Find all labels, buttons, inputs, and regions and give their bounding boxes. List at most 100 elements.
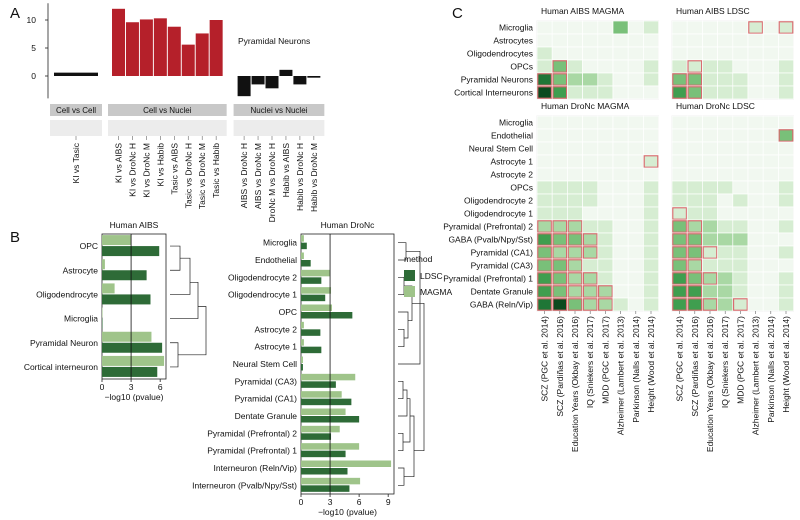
- category-label: OPC: [279, 307, 297, 317]
- heatmap-cell: [627, 284, 644, 299]
- heatmap-cell: [702, 59, 718, 74]
- sig-outline: [567, 259, 583, 272]
- heatmap-cell: [747, 141, 764, 156]
- sig-outline: [672, 298, 687, 311]
- heatmap-cell: [762, 245, 779, 260]
- sig-outline: [598, 298, 613, 311]
- heatmap-cell: [732, 33, 749, 48]
- sig-outline: [687, 86, 703, 99]
- dendrogram-branch: [398, 328, 405, 348]
- row-label: Pyramidal (CA3): [471, 261, 534, 271]
- heatmap-cell: [702, 206, 718, 221]
- sig-outline: [567, 272, 583, 285]
- heatmap-cell: [536, 154, 553, 169]
- heatmap-cell: [671, 167, 688, 182]
- heatmap-cell: [567, 258, 583, 273]
- dendrogram-branch: [412, 302, 425, 452]
- heatmap-cell: [567, 271, 583, 286]
- heatmap-title: Human AIBS MAGMA: [541, 6, 624, 16]
- heatmap-cell: [778, 180, 794, 195]
- heatmap-cell: [643, 271, 659, 286]
- bar-magma: [102, 283, 115, 294]
- row-label: Astrocyte 2: [490, 170, 533, 180]
- heatmap-cell: [732, 284, 749, 299]
- heatmap-cell: [702, 219, 718, 234]
- heatmap-cell: [582, 85, 599, 100]
- trait-label: Parkinson (Nalls et al. 2014): [766, 316, 776, 423]
- heatmap-cell: [597, 297, 614, 312]
- heatmap-cell: [747, 72, 764, 87]
- bar: [237, 76, 251, 97]
- row-label: Dentate Granule: [471, 287, 534, 297]
- heatmap-cell: [536, 46, 553, 61]
- heatmap-cell: [732, 59, 749, 74]
- trait-label: IQ (Sniekers et al. 2017): [585, 316, 595, 408]
- category-label: Oligodendrocyte 1: [228, 290, 297, 300]
- heatmap-cell: [686, 271, 703, 286]
- heatmap-cell: [747, 193, 764, 208]
- heatmap-cell: [612, 85, 629, 100]
- row-label: Oligodendrocyte 1: [464, 209, 533, 219]
- panel-b-human-dronc-chart: Human DroNc Microglia Endothelial Oligodend…: [192, 220, 452, 517]
- heatmap-cell: [567, 46, 583, 61]
- sig-outline: [733, 298, 748, 311]
- heatmap-cell: [536, 180, 553, 195]
- bar: [181, 44, 195, 76]
- x-axis-label: −log10 (pvalue): [318, 507, 377, 517]
- heatmap-cell: [732, 154, 749, 169]
- x-tick-label: 0: [100, 382, 105, 392]
- heatmap-cell: [551, 115, 568, 130]
- heatmap-cell: [762, 59, 779, 74]
- sig-outline: [567, 246, 583, 259]
- x-tick-label: Tasic vs Habib: [211, 143, 221, 198]
- sig-outline: [552, 233, 568, 246]
- sig-outline: [552, 60, 568, 73]
- heatmap-cell: [643, 59, 659, 74]
- heatmap-cell: [778, 271, 794, 286]
- bar: [307, 76, 321, 78]
- heatmap-cell: [643, 232, 659, 247]
- heatmap-cell: [702, 258, 718, 273]
- heatmap-cell: [643, 258, 659, 273]
- heatmap-cell: [597, 59, 614, 74]
- heatmap-cell: [702, 141, 718, 156]
- heatmap-cell: [582, 72, 599, 87]
- sig-outline: [598, 285, 613, 298]
- dendrogram-branch: [398, 311, 409, 339]
- heatmap-cell: [536, 72, 553, 87]
- sig-outline: [567, 298, 583, 311]
- sig-outline: [672, 233, 687, 246]
- bar-magma: [301, 477, 361, 485]
- bar-ldsc: [102, 342, 163, 353]
- x-tick-label: 0: [299, 497, 304, 507]
- heatmap-cell: [732, 72, 749, 87]
- heatmap-cell: [536, 141, 553, 156]
- heatmap-cell: [643, 46, 659, 61]
- heatmap-cell: [778, 167, 794, 182]
- heatmap-cell: [567, 33, 583, 48]
- heatmap-cell: [686, 206, 703, 221]
- heatmap-cell: [702, 167, 718, 182]
- heatmap-cell: [551, 72, 568, 87]
- heatmap-cell: [582, 33, 599, 48]
- sig-outline: [537, 259, 552, 272]
- bar-ldsc: [102, 366, 158, 377]
- heatmap-cell: [551, 154, 568, 169]
- heatmap-cell: [567, 180, 583, 195]
- heatmap-cell: [702, 154, 718, 169]
- chart-title: Pyramidal Neurons: [238, 36, 310, 46]
- heatmap-cell: [671, 284, 688, 299]
- heatmap-cell: [686, 72, 703, 87]
- heatmap-cell: [612, 154, 629, 169]
- heatmap-cell: [567, 141, 583, 156]
- heatmap-cell: [582, 167, 599, 182]
- category-label: Astrocyte 1: [254, 342, 297, 352]
- x-tick-label: KI vs AIBS: [114, 143, 124, 183]
- heatmap-cell: [643, 180, 659, 195]
- heatmap-cell: [747, 115, 764, 130]
- trait-label: IQ (Sniekers et al. 2017): [720, 316, 730, 408]
- heatmap-cell: [597, 128, 614, 143]
- heatmap-cell: [702, 180, 718, 195]
- heatmap-cell: [582, 180, 599, 195]
- heatmap-cell: [536, 193, 553, 208]
